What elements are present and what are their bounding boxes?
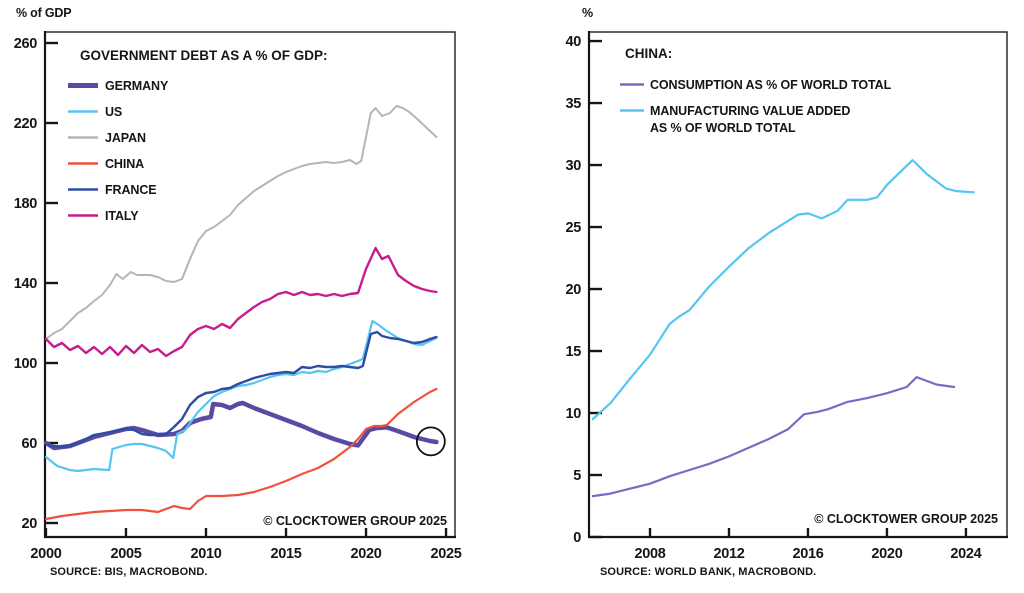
japan-legend-label: JAPAN — [105, 131, 146, 145]
italy-legend-label: ITALY — [105, 209, 139, 223]
y-tick-label: 180 — [14, 196, 38, 212]
manufacturing-value-added-as-of-world-total-legend-label: MANUFACTURING VALUE ADDED — [650, 104, 850, 118]
y-tick-label: 60 — [21, 436, 37, 452]
germany-legend-label: GERMANY — [105, 79, 169, 93]
legend-item-manufacturing-value-added-as-of-world-total: MANUFACTURING VALUE ADDED AS % OF WORLD T… — [620, 104, 850, 135]
watermark: © CLOCKTOWER GROUP 2025 — [814, 512, 998, 526]
china-legend-label: CHINA — [105, 157, 144, 171]
france-legend-label: FRANCE — [105, 183, 156, 197]
x-tick-label: 2016 — [792, 546, 823, 562]
y-tick-label: 40 — [565, 34, 581, 50]
y-tick-label: 140 — [14, 276, 38, 292]
watermark: © CLOCKTOWER GROUP 2025 — [263, 514, 447, 528]
chart-title: CHINA: — [625, 46, 672, 61]
y-tick-label: 25 — [565, 220, 581, 236]
us-legend-label: US — [105, 105, 122, 119]
y-tick-label: 35 — [565, 96, 581, 112]
x-tick-label: 2020 — [350, 546, 381, 562]
y-tick-label: 15 — [565, 344, 581, 360]
x-tick-label: 2025 — [431, 546, 462, 562]
us-line — [44, 319, 438, 473]
china-world-share-chart: 0 5 10 15 20 25 30 35 40 2008 2012 2016 2020 2024 CHIN… — [565, 31, 1008, 562]
legend-item-consumption-as-of-world-total: CONSUMPTION AS % OF WORLD TOTAL — [620, 78, 892, 92]
x-tick-label: 2005 — [110, 546, 141, 562]
highlight-circle-annotation — [415, 426, 446, 457]
chart-title: GOVERNMENT DEBT AS A % OF GDP: — [80, 48, 328, 63]
y-tick-label: 260 — [14, 36, 38, 52]
y-tick-label: 5 — [573, 468, 581, 484]
left-axis-unit-label: % of GDP — [16, 6, 72, 20]
right-axis-unit-label: % — [582, 6, 593, 20]
legend-item-france: FRANCE — [68, 183, 157, 197]
right-source-note: SOURCE: WORLD BANK, MACROBOND. — [600, 566, 817, 578]
y-tick-label: 0 — [573, 530, 581, 546]
france-line — [44, 330, 438, 449]
x-tick-label: 2008 — [634, 546, 665, 562]
y-tick-label: 20 — [565, 282, 581, 298]
legend-item-us: US — [68, 105, 122, 119]
legend-item-italy: ITALY — [68, 209, 139, 223]
government-debt-chart: 20 60 100 140 180 220 260 2000 2005 2010 2015 2020 2… — [14, 31, 462, 562]
x-tick-label: 2012 — [713, 546, 744, 562]
japan-line — [45, 105, 438, 340]
consumption-as-of-world-total-line — [591, 376, 956, 498]
debt-chart-panel: % of GDP 20 60 100 140 180 220 260 2000 2005 2010… — [14, 6, 462, 578]
china-share-chart-panel: % 0 5 10 15 20 25 30 35 40 2008 2012 2016 2020 2024 CH… — [560, 0, 1024, 593]
x-tick-label: 2000 — [30, 546, 61, 562]
italy-line — [44, 246, 438, 358]
y-tick-label: 100 — [14, 356, 38, 372]
x-tick-label: 2024 — [950, 546, 981, 562]
consumption-as-of-world-total-legend-label: CONSUMPTION AS % OF WORLD TOTAL — [650, 78, 892, 92]
manufacturing-value-added-as-of-world-total-line — [591, 159, 975, 421]
y-tick-label: 30 — [565, 158, 581, 174]
legend-item-japan: JAPAN — [68, 131, 146, 145]
y-tick-label: 220 — [14, 116, 38, 132]
legend-item-germany: GERMANY — [68, 79, 169, 93]
left-source-note: SOURCE: BIS, MACROBOND. — [50, 566, 208, 578]
china-line — [44, 387, 438, 521]
y-tick-label: 20 — [21, 516, 37, 532]
legend-item-china: CHINA — [68, 157, 144, 171]
manufacturing-value-added-as-of-world-total-legend-label: AS % OF WORLD TOTAL — [650, 121, 796, 135]
x-tick-label: 2010 — [190, 546, 221, 562]
x-tick-label: 2015 — [270, 546, 301, 562]
y-tick-label: 10 — [565, 406, 581, 422]
x-tick-label: 2020 — [871, 546, 902, 562]
